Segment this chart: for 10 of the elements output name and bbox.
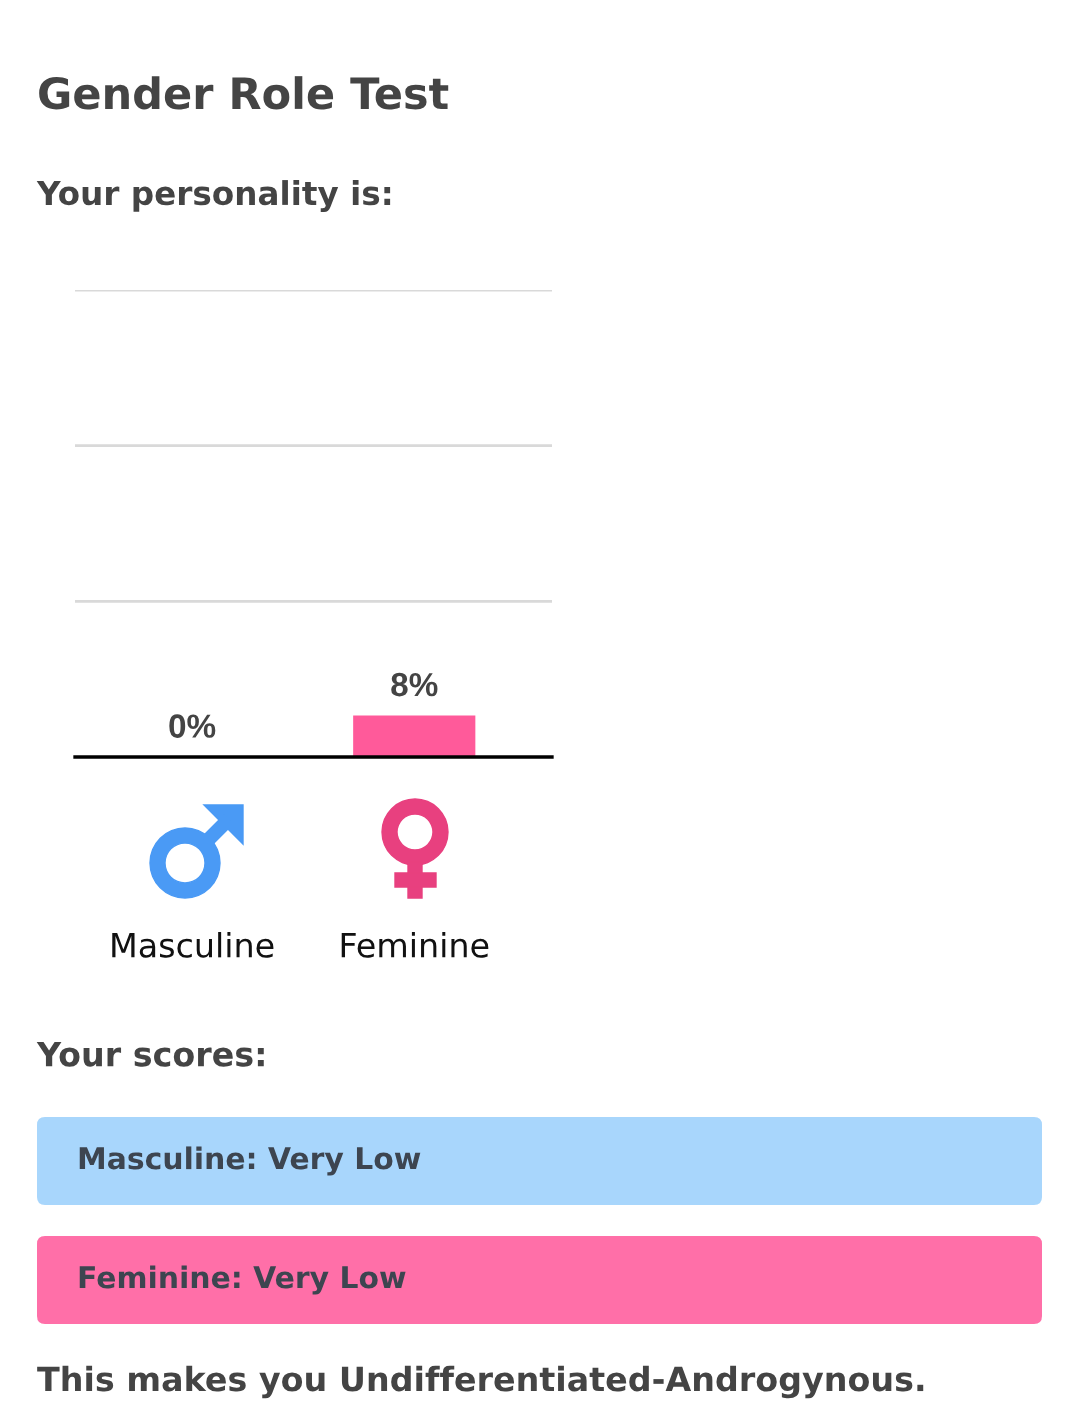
text: Feminine: Very Low [79, 1265, 406, 1295]
data-label: 0% [169, 714, 216, 738]
text: This makes you Undifferentiated-Androgynous. [37, 1365, 924, 1399]
chart-subtitle: Your personality is: [36, 180, 391, 212]
text: Masculine: Very Low [79, 1146, 421, 1176]
x-tick-label: Feminine [341, 932, 489, 958]
chart-title: Gender Role Test [39, 76, 449, 110]
text: Your scores: [36, 1041, 264, 1067]
data-label: 8% [391, 672, 438, 697]
x-tick-label: Masculine [112, 932, 274, 958]
